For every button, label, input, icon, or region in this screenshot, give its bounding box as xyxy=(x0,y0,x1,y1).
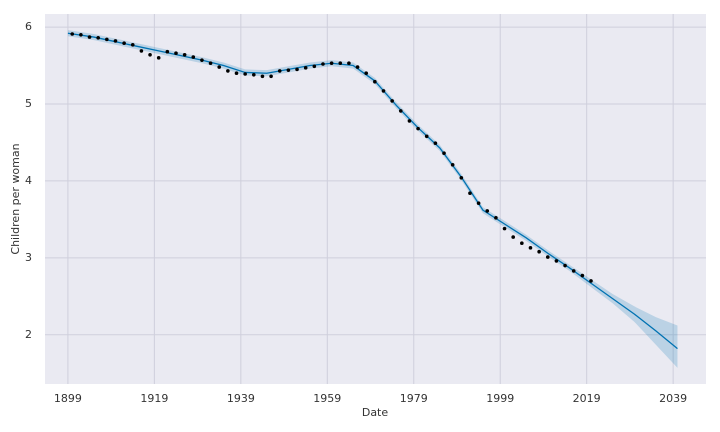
data-point xyxy=(476,201,481,206)
data-point xyxy=(182,52,187,57)
data-point xyxy=(113,39,118,43)
data-point xyxy=(494,216,498,220)
data-point xyxy=(424,134,429,139)
data-point xyxy=(347,61,351,66)
data-point xyxy=(502,226,507,231)
data-point xyxy=(407,119,412,123)
data-point xyxy=(589,279,593,283)
data-point xyxy=(252,72,256,77)
data-point xyxy=(70,32,75,36)
data-point xyxy=(79,32,83,37)
data-point xyxy=(234,71,239,76)
data-point xyxy=(130,42,135,47)
y-axis-label: Children per woman xyxy=(9,143,22,254)
data-point xyxy=(398,109,403,113)
data-point xyxy=(381,89,386,93)
data-point xyxy=(364,71,369,76)
data-point xyxy=(580,273,585,278)
y-tick-label: 3 xyxy=(25,251,32,264)
x-tick-label: 2019 xyxy=(573,392,601,405)
data-point xyxy=(191,55,196,59)
x-tick-label: 2039 xyxy=(659,392,687,405)
data-point xyxy=(87,35,92,39)
y-tick-label: 2 xyxy=(25,328,32,341)
x-tick-label: 1919 xyxy=(140,392,168,405)
data-point xyxy=(528,246,533,250)
data-point xyxy=(217,65,222,69)
x-tick-label: 1979 xyxy=(400,392,428,405)
x-tick-label: 1939 xyxy=(227,392,255,405)
x-tick-label: 1899 xyxy=(54,392,82,405)
data-point xyxy=(545,255,550,259)
data-point xyxy=(338,61,343,66)
data-point xyxy=(165,49,170,54)
data-point xyxy=(277,69,282,73)
data-point xyxy=(208,61,213,66)
data-point xyxy=(520,241,524,246)
y-tick-label: 6 xyxy=(25,20,32,33)
data-point xyxy=(200,58,204,62)
data-point xyxy=(243,72,247,76)
data-point xyxy=(156,56,161,60)
data-point xyxy=(468,191,472,196)
y-tick-label: 5 xyxy=(25,97,32,110)
x-tick-label: 1959 xyxy=(313,392,341,405)
data-point xyxy=(312,64,317,69)
data-point xyxy=(303,66,308,70)
data-point xyxy=(442,151,446,156)
data-point xyxy=(148,52,152,57)
data-point xyxy=(433,141,438,146)
data-point xyxy=(260,74,265,79)
data-point xyxy=(174,51,178,56)
data-point xyxy=(355,65,360,69)
data-point xyxy=(485,209,490,213)
data-point xyxy=(329,61,334,66)
data-point xyxy=(139,49,144,53)
data-point xyxy=(269,74,273,79)
data-point xyxy=(122,41,126,46)
data-point xyxy=(295,67,299,72)
data-point xyxy=(286,68,291,72)
data-point xyxy=(105,37,109,42)
data-point xyxy=(96,36,100,40)
x-tick-label: 1999 xyxy=(486,392,514,405)
data-point xyxy=(321,62,325,66)
y-tick-label: 4 xyxy=(25,174,32,187)
data-point xyxy=(511,235,515,239)
data-point xyxy=(390,99,394,103)
data-point xyxy=(416,126,420,131)
data-point xyxy=(450,162,455,167)
data-point xyxy=(554,259,559,263)
data-point xyxy=(563,263,567,268)
plot-area xyxy=(45,14,706,384)
data-point xyxy=(537,249,541,254)
data-point xyxy=(373,79,377,84)
data-point xyxy=(226,69,230,73)
x-axis-label: Date xyxy=(362,406,389,419)
data-point xyxy=(571,269,576,273)
data-point xyxy=(459,176,464,180)
